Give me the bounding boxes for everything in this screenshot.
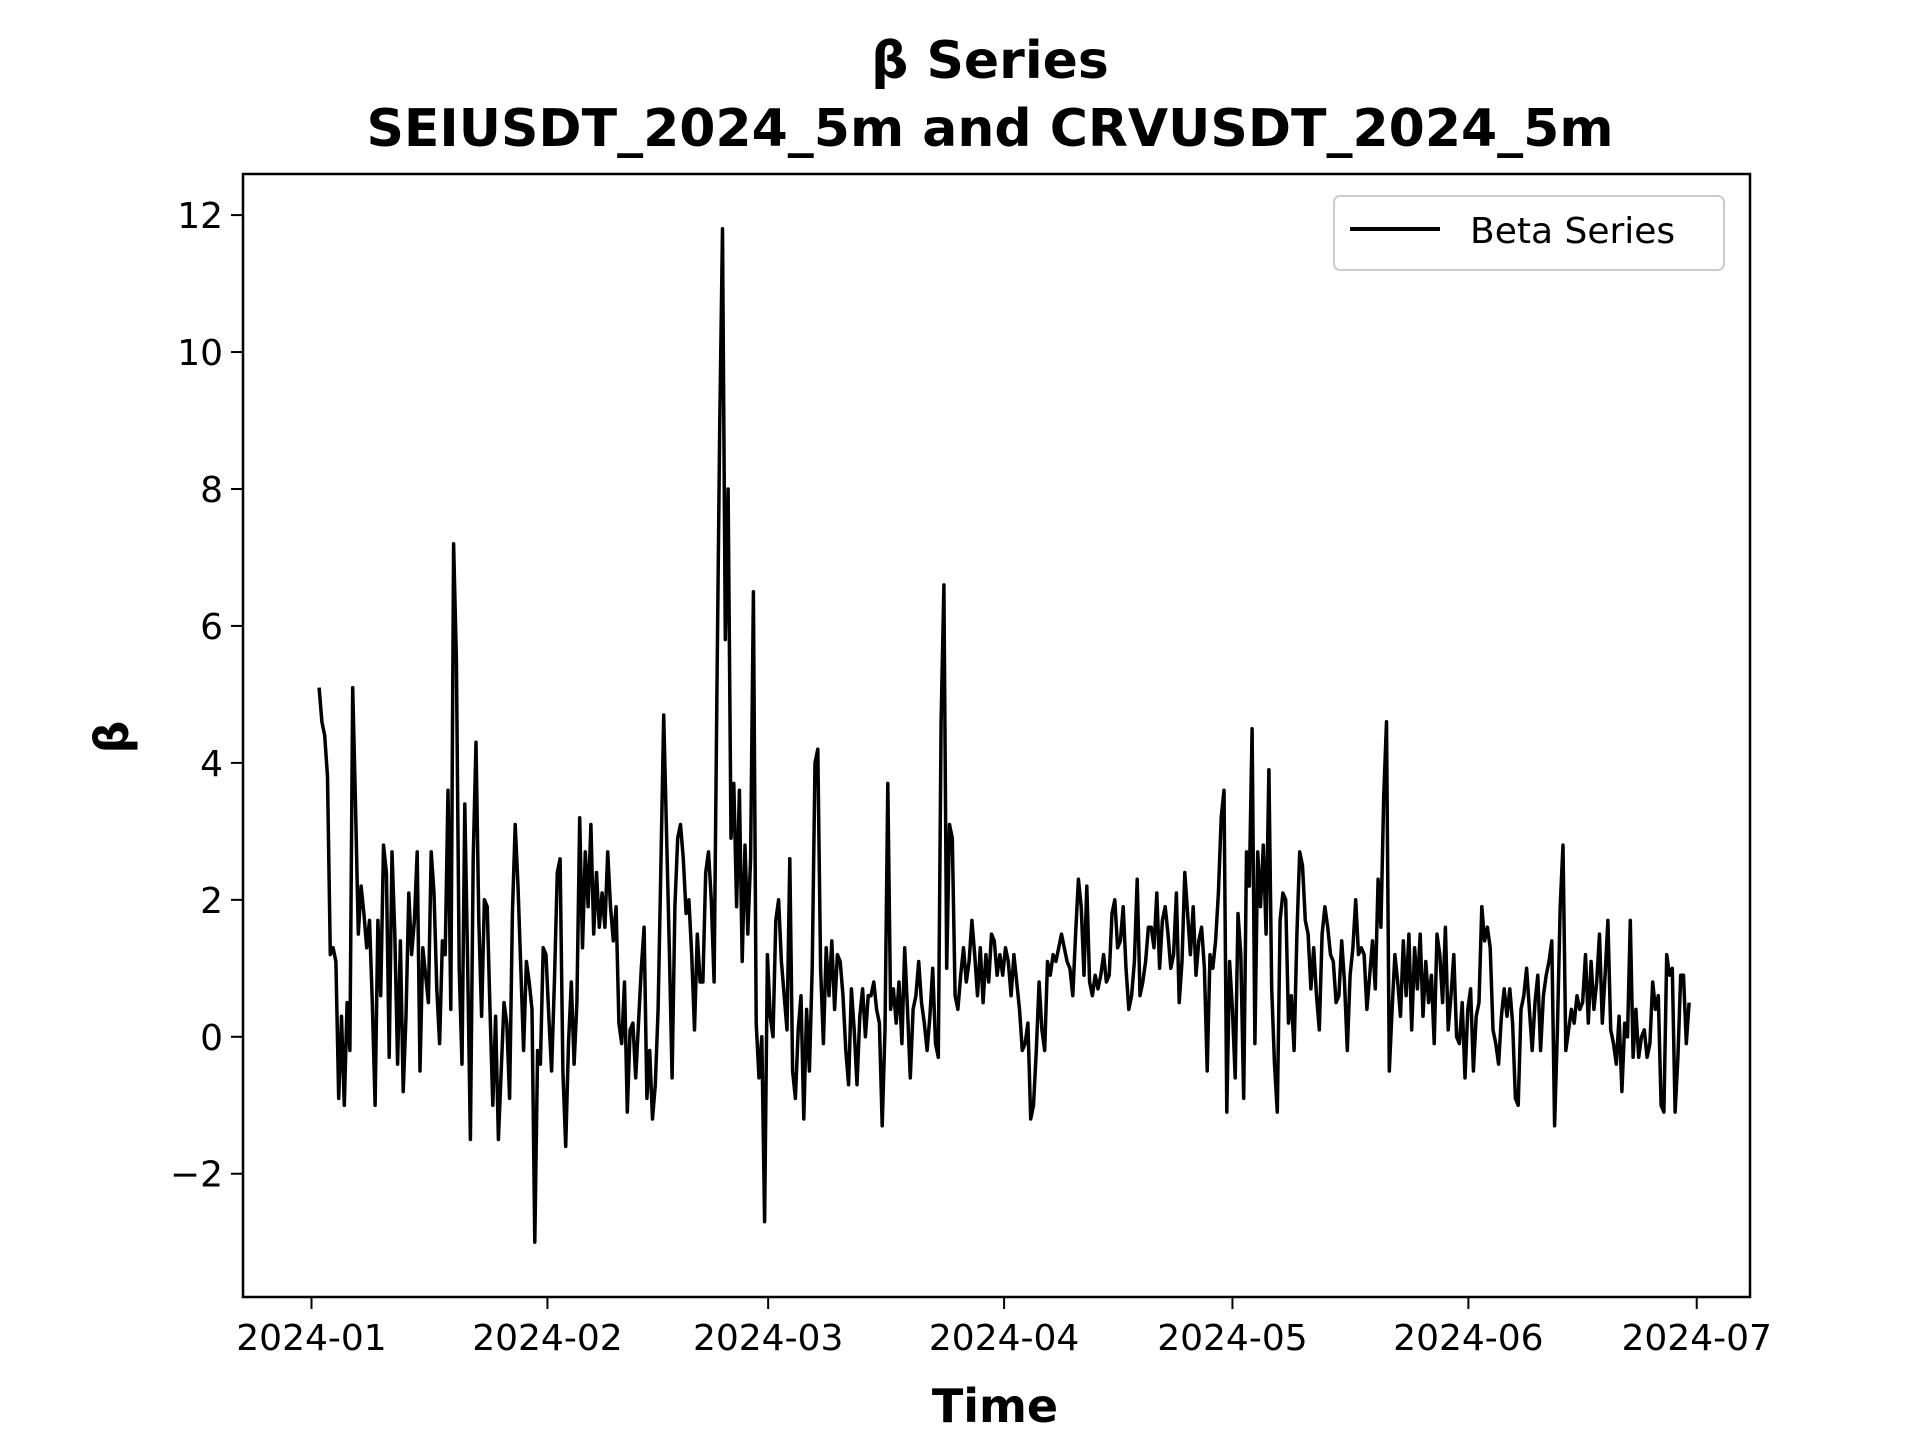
x-tick-label: 2024-01 — [236, 1318, 386, 1359]
y-axis: −2 0 2 4 6 8 10 12 — [170, 196, 243, 1196]
series-line-0 — [317, 227, 1691, 1244]
y-tick-label: 8 — [200, 470, 223, 511]
chart-title: β Series — [871, 31, 1109, 91]
plot-area — [317, 227, 1691, 1244]
x-tick-label: 2024-02 — [472, 1318, 622, 1359]
x-axis: 2024-01 2024-02 2024-03 2024-04 2024-05 2024-… — [236, 1297, 1772, 1359]
y-tick-label: −2 — [170, 1155, 223, 1196]
y-tick-label: 2 — [200, 881, 223, 922]
chart-subtitle: SEIUSDT_2024_5m and CRVUSDT_2024_5m — [366, 99, 1613, 159]
y-axis-label: β — [85, 721, 139, 754]
y-tick-label: 0 — [200, 1018, 223, 1059]
y-tick-label: 6 — [200, 607, 223, 648]
y-tick-label: 4 — [200, 744, 223, 785]
legend-entry-beta-series: Beta Series — [1470, 211, 1675, 252]
y-tick-label: 10 — [177, 333, 223, 374]
legend-box — [1333, 195, 1725, 271]
legend: Beta Series — [1333, 195, 1725, 271]
y-tick-label: 12 — [177, 196, 223, 237]
x-tick-label: 2024-06 — [1393, 1318, 1543, 1359]
plot-frame — [241, 172, 1752, 1299]
x-tick-label: 2024-07 — [1622, 1318, 1772, 1359]
x-tick-label: 2024-03 — [693, 1318, 843, 1359]
x-tick-label: 2024-05 — [1157, 1318, 1307, 1359]
x-axis-label: Time — [932, 1379, 1058, 1433]
x-tick-label: 2024-04 — [929, 1318, 1079, 1359]
